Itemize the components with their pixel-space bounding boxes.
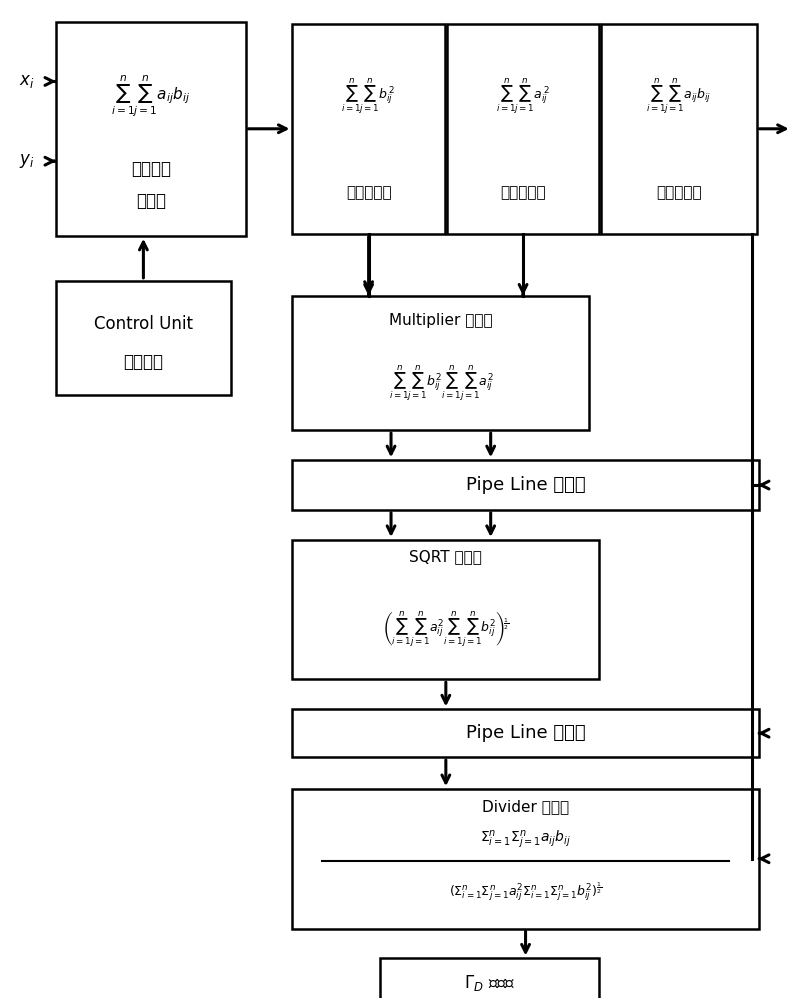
- Text: $\Sigma_{i=1}^{n}\Sigma_{j=1}^{n} a_{ij}b_{ij}$: $\Sigma_{i=1}^{n}\Sigma_{j=1}^{n} a_{ij}…: [480, 828, 571, 850]
- Text: 移位寄存器: 移位寄存器: [656, 186, 702, 201]
- Text: $\sum_{i=1}^{n}\sum_{j=1}^{n} a_{ij}^{\,2}$: $\sum_{i=1}^{n}\sum_{j=1}^{n} a_{ij}^{\,…: [496, 77, 550, 116]
- Text: $x_i$: $x_i$: [19, 72, 34, 90]
- Text: Divider 除法器: Divider 除法器: [482, 799, 569, 814]
- Bar: [56, 22, 246, 236]
- Text: 累加器: 累加器: [136, 192, 166, 210]
- Text: 控制单元: 控制单元: [123, 353, 163, 371]
- Text: 移位寄存器: 移位寄存器: [346, 186, 391, 201]
- Text: Pipe Line 流水线: Pipe Line 流水线: [466, 724, 586, 742]
- Text: $\sum_{i=1}^{n}\sum_{j=1}^{n} a_{ij}b_{ij}$: $\sum_{i=1}^{n}\sum_{j=1}^{n} a_{ij}b_{i…: [111, 74, 190, 119]
- Text: Control Unit: Control Unit: [94, 315, 193, 333]
- Bar: [292, 460, 758, 510]
- Text: $\Gamma_{D}$ 寄存器: $\Gamma_{D}$ 寄存器: [464, 973, 515, 993]
- Text: $y_i$: $y_i$: [19, 152, 34, 170]
- Text: $(\Sigma_{i=1}^{n}\Sigma_{j=1}^{n} a_{ij}^{2}\Sigma_{i=1}^{n}\Sigma_{j=1}^{n} b_: $(\Sigma_{i=1}^{n}\Sigma_{j=1}^{n} a_{ij…: [449, 880, 602, 903]
- Text: Pipe Line 流水线: Pipe Line 流水线: [466, 476, 586, 494]
- Bar: [292, 540, 599, 679]
- Text: 阵列乘法: 阵列乘法: [131, 160, 171, 178]
- Bar: [292, 296, 590, 430]
- Bar: [447, 24, 599, 234]
- Text: $\sum_{i=1}^{n}\sum_{j=1}^{n} a_{ij}b_{ij}$: $\sum_{i=1}^{n}\sum_{j=1}^{n} a_{ij}b_{i…: [646, 77, 711, 116]
- Bar: [292, 789, 758, 929]
- Text: Multiplier 乘法器: Multiplier 乘法器: [389, 313, 493, 328]
- Bar: [292, 24, 445, 234]
- Bar: [56, 281, 230, 395]
- Text: $\left(\sum_{i=1}^{n}\sum_{j=1}^{n} a_{ij}^{2}\sum_{i=1}^{n}\sum_{j=1}^{n} b_{ij: $\left(\sum_{i=1}^{n}\sum_{j=1}^{n} a_{i…: [382, 610, 509, 649]
- Bar: [292, 709, 758, 757]
- Bar: [602, 24, 757, 234]
- Text: 移位寄存器: 移位寄存器: [500, 186, 546, 201]
- Text: SQRT 开方器: SQRT 开方器: [410, 549, 482, 564]
- Text: $\sum_{i=1}^{n}\sum_{j=1}^{n} b_{ij}^{\,2}$: $\sum_{i=1}^{n}\sum_{j=1}^{n} b_{ij}^{\,…: [342, 77, 396, 116]
- Bar: [380, 958, 599, 1000]
- Text: $\sum_{i=1}^{n}\sum_{j=1}^{n} b_{ij}^{2}\sum_{i=1}^{n}\sum_{j=1}^{n} a_{ij}^{2}$: $\sum_{i=1}^{n}\sum_{j=1}^{n} b_{ij}^{2}…: [389, 364, 493, 403]
